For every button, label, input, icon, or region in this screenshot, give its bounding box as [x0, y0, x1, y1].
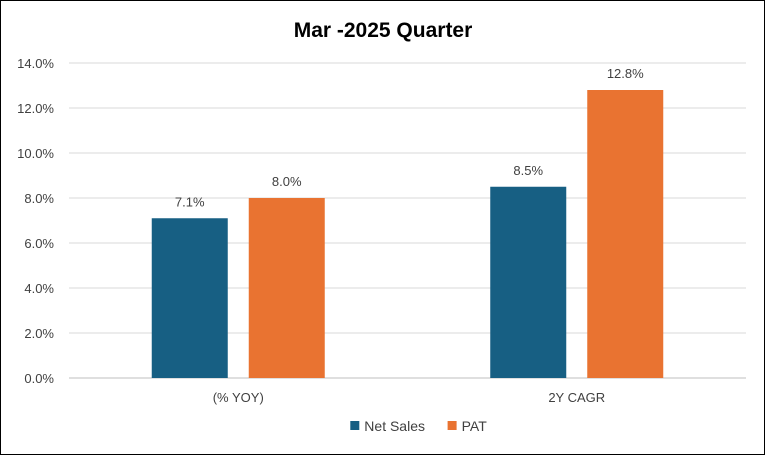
y-tick-label: 8.0% — [24, 191, 54, 206]
legend-label: Net Sales — [364, 418, 425, 434]
y-tick-label: 14.0% — [17, 56, 54, 71]
legend-label: PAT — [462, 418, 488, 434]
x-category-label: 2Y CAGR — [548, 390, 605, 405]
bars: 7.1% 8.0% 8.5% 12.8% — [151, 66, 664, 378]
y-tick-label: 6.0% — [24, 236, 54, 251]
chart-title: Mar -2025 Quarter — [294, 19, 473, 42]
y-tick-label: 12.0% — [17, 101, 54, 116]
data-label: 7.1% — [175, 194, 205, 209]
y-tick-label: 2.0% — [24, 326, 54, 341]
bar-net-sales — [490, 186, 567, 378]
y-tick-label: 10.0% — [17, 146, 54, 161]
x-axis-labels: (% YOY) 2Y CAGR — [213, 390, 605, 405]
data-label: 8.5% — [513, 163, 543, 178]
y-tick-label: 0.0% — [24, 371, 54, 386]
legend-swatch — [447, 421, 457, 430]
data-label: 8.0% — [272, 174, 302, 189]
y-axis-ticks: 0.0% 2.0% 4.0% 6.0% 8.0% 10.0% 12.0% 14.0% — [17, 56, 54, 386]
legend: Net Sales PAT — [350, 418, 487, 434]
y-tick-label: 4.0% — [24, 281, 54, 296]
bar-pat — [587, 90, 664, 378]
bar-net-sales — [151, 218, 228, 378]
legend-swatch — [350, 421, 360, 430]
x-category-label: (% YOY) — [213, 390, 264, 405]
data-label: 12.8% — [607, 66, 644, 81]
bar-pat — [248, 198, 325, 378]
